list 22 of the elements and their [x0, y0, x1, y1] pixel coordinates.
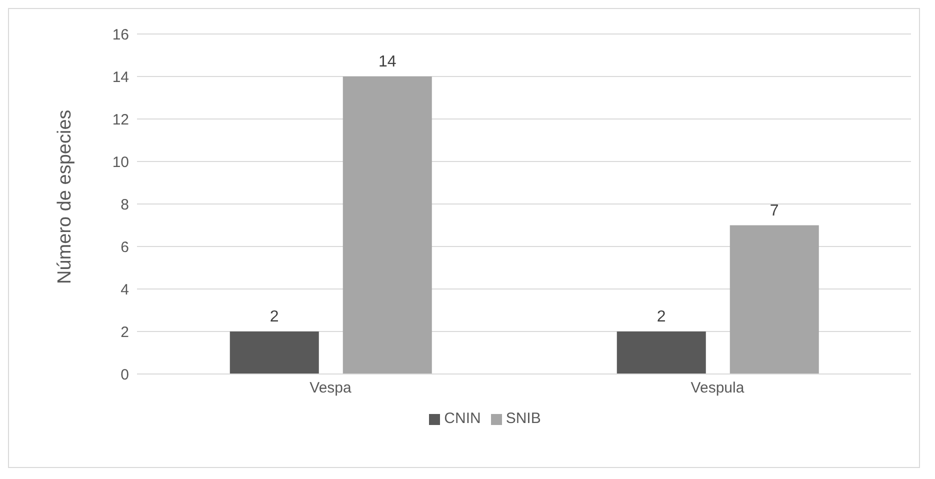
- y-tick-label: 14: [112, 68, 129, 86]
- y-tick-label: 4: [120, 281, 129, 298]
- data-label: 14: [378, 54, 396, 70]
- legend-label: CNIN: [444, 410, 481, 427]
- data-label: 2: [270, 308, 279, 326]
- data-label: 2: [656, 308, 666, 326]
- bar: [342, 76, 432, 374]
- y-tick-label: 16: [112, 26, 129, 44]
- x-tick-label: Vespula: [690, 380, 745, 397]
- y-axis-title: Número de especies: [54, 110, 76, 284]
- y-tick-label: 0: [120, 366, 129, 384]
- y-tick-label: 8: [120, 196, 129, 214]
- data-label: 7: [770, 202, 779, 220]
- y-tick-label: 10: [112, 154, 129, 171]
- legend-label: SNIB: [506, 410, 541, 427]
- bar: [230, 332, 319, 374]
- bar: [616, 332, 706, 374]
- y-tick-label: 12: [112, 111, 129, 128]
- x-tick-label: Vespa: [310, 380, 352, 397]
- y-tick-label: 6: [120, 238, 129, 256]
- bar: [730, 225, 819, 374]
- y-tick-label: 2: [120, 324, 129, 341]
